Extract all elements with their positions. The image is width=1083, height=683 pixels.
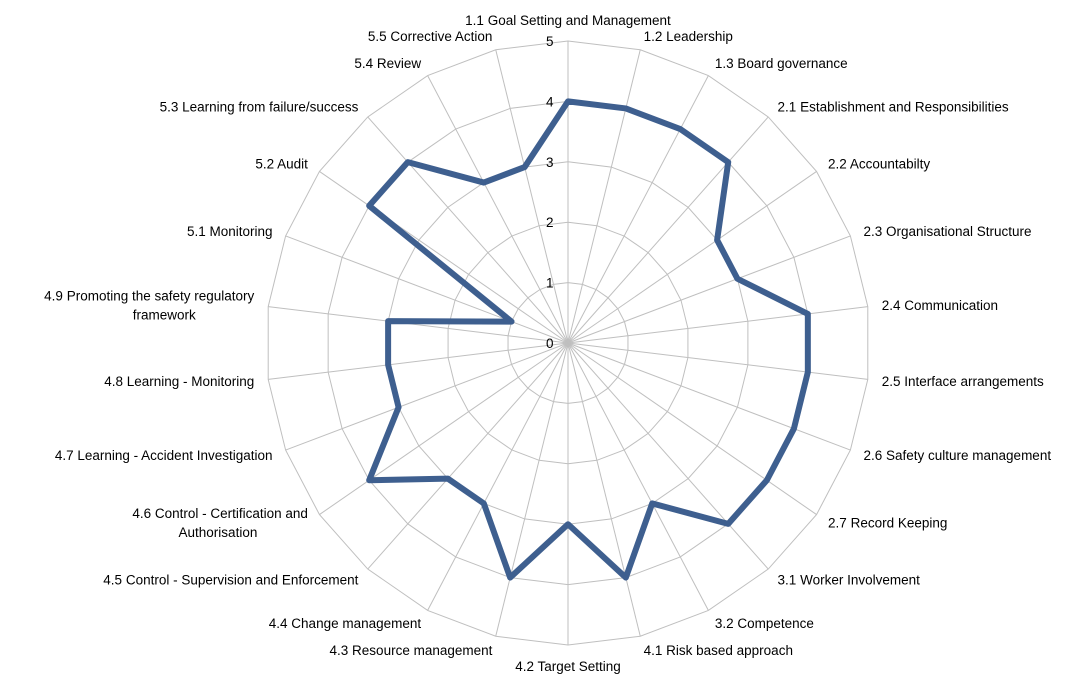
- spoke-6: [567, 235, 851, 344]
- data-point-5: [715, 238, 720, 243]
- data-point-4: [726, 160, 731, 165]
- spoke-17: [367, 342, 569, 570]
- spoke-16: [427, 342, 569, 611]
- data-point-26: [522, 165, 527, 170]
- data-point-24: [405, 160, 410, 165]
- spoke-21: [268, 306, 569, 344]
- category-label-16: 4.4 Change management: [269, 616, 422, 631]
- tick-label-5: 5: [546, 34, 554, 49]
- category-label-15: 4.3 Resource management: [330, 643, 493, 658]
- tick-label-0: 0: [546, 336, 554, 351]
- category-label-7: 2.4 Communication: [882, 298, 998, 313]
- category-label-17: 4.5 Control - Supervision and Enforcemen…: [103, 573, 358, 588]
- category-label-6: 2.3 Organisational Structure: [863, 224, 1031, 239]
- data-point-10: [764, 478, 769, 483]
- category-label-26: 5.5 Corrective Action: [368, 29, 493, 44]
- tick-label-2: 2: [546, 215, 554, 230]
- data-point-15: [508, 575, 513, 580]
- spoke-15: [495, 342, 569, 637]
- spoke-2: [567, 49, 641, 344]
- data-point-3: [678, 127, 683, 132]
- data-point-20: [386, 362, 391, 367]
- category-label-20: 4.8 Learning - Monitoring: [104, 374, 254, 389]
- spoke-25: [427, 75, 569, 344]
- data-point-23: [367, 203, 372, 208]
- category-label-18: 4.6 Control - Certification and Authorisa…: [132, 506, 308, 540]
- category-label-4: 2.1 Establishment and Responsibilities: [778, 99, 1009, 114]
- category-label-9: 2.6 Safety culture management: [863, 448, 1051, 463]
- chart-series: [366, 98, 811, 581]
- category-label-22: 5.1 Monitoring: [187, 224, 273, 239]
- category-label-10: 2.7 Record Keeping: [828, 516, 947, 531]
- data-point-16: [481, 501, 486, 506]
- data-point-25: [481, 180, 486, 185]
- chart-spokes: [268, 41, 868, 645]
- tick-label-1: 1: [546, 276, 554, 291]
- series-line-1: [366, 98, 811, 581]
- category-label-3: 1.3 Board governance: [715, 56, 848, 71]
- spoke-13: [567, 342, 641, 637]
- data-point-21: [386, 319, 391, 324]
- data-point-13: [623, 575, 628, 580]
- category-label-2: 1.2 Leadership: [644, 29, 733, 44]
- category-label-24: 5.3 Learning from failure/success: [160, 99, 359, 114]
- category-label-14: 4.2 Target Setting: [515, 659, 621, 674]
- spoke-4: [567, 116, 769, 344]
- data-point-9: [791, 426, 796, 431]
- spoke-7: [567, 306, 868, 344]
- data-point-18: [367, 478, 372, 483]
- spoke-26: [495, 49, 569, 344]
- data-point-6: [735, 276, 740, 281]
- spoke-8: [567, 342, 868, 380]
- data-point-11: [726, 521, 731, 526]
- spoke-12: [567, 342, 709, 611]
- data-point-22: [509, 319, 514, 324]
- data-point-17: [445, 476, 450, 481]
- spoke-9: [567, 342, 851, 451]
- category-label-11: 3.1 Worker Involvement: [778, 573, 921, 588]
- category-label-8: 2.5 Interface arrangements: [882, 374, 1044, 389]
- data-point-19: [396, 405, 401, 410]
- spoke-3: [567, 75, 709, 344]
- tick-label-4: 4: [546, 94, 554, 109]
- spoke-10: [567, 342, 817, 515]
- data-point-1: [566, 99, 570, 104]
- data-point-2: [623, 106, 628, 111]
- category-label-23: 5.2 Audit: [255, 156, 308, 171]
- spoke-18: [319, 342, 569, 515]
- category-label-12: 3.2 Competence: [715, 616, 814, 631]
- spoke-22: [285, 235, 569, 344]
- data-point-7: [805, 311, 810, 316]
- category-label-13: 4.1 Risk based approach: [644, 643, 793, 658]
- spoke-5: [567, 171, 817, 344]
- category-label-21: 4.9 Promoting the safety regulatory frame…: [44, 288, 254, 322]
- data-point-12: [650, 501, 655, 506]
- data-point-8: [805, 370, 810, 375]
- category-label-5: 2.2 Accountabilty: [828, 156, 930, 171]
- spoke-20: [268, 342, 569, 380]
- category-label-19: 4.7 Learning - Accident Investigation: [55, 448, 273, 463]
- spoke-19: [285, 342, 569, 451]
- tick-label-3: 3: [546, 155, 554, 170]
- category-label-25: 5.4 Review: [354, 56, 421, 71]
- spoke-23: [319, 171, 569, 344]
- spoke-24: [367, 116, 569, 344]
- chart-tick-labels: 0 1 2 3 4 5: [546, 34, 554, 351]
- spoke-11: [567, 342, 769, 570]
- data-point-14: [566, 522, 570, 527]
- category-label-1: 1.1 Goal Setting and Management: [465, 13, 671, 28]
